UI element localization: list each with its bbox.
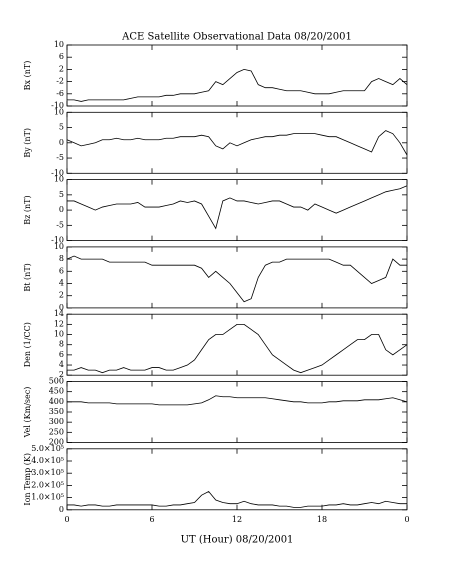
y-tick-label: 6 [59, 350, 64, 359]
panel-frame [66, 448, 408, 511]
data-line [67, 323, 408, 374]
y-tick-label: 350 [49, 407, 64, 416]
y-tick-label: 300 [49, 417, 64, 426]
y-tick-label: 0 [59, 138, 64, 147]
y-tick-label: 3.0×10⁵ [31, 468, 64, 477]
panel-frame [66, 179, 408, 242]
y-tick-label: 10 [54, 40, 64, 49]
x-tick-label: 6 [149, 515, 154, 524]
panel-frame [66, 381, 408, 443]
y-axis-label: Bz (nT) [23, 195, 32, 224]
y-axis-label: By (nT) [23, 128, 32, 158]
panel-frame [66, 111, 408, 174]
y-tick-label: 10 [54, 330, 64, 339]
y-tick-label: -5 [56, 153, 64, 162]
y-tick-label: 1.0×10⁵ [31, 493, 64, 502]
y-tick-label: 12 [54, 319, 64, 328]
y-tick-label: -10 [51, 168, 64, 177]
y-tick-label: 5 [59, 123, 64, 132]
y-tick-label: 5.0×10⁵ [31, 444, 64, 453]
y-tick-label: 450 [49, 387, 64, 396]
x-axis-label: UT (Hour) 08/20/2001 [181, 535, 294, 546]
data-line [67, 395, 408, 406]
y-axis-label: Ion Temp (K) [23, 453, 32, 506]
x-tick-label: 0 [64, 515, 69, 524]
y-axis-label: Vel (Km/sec) [23, 387, 32, 439]
y-tick-label: 14 [54, 309, 64, 318]
y-tick-label: -6 [56, 89, 64, 98]
y-tick-label: -10 [51, 236, 64, 245]
y-tick-label: 2 [59, 291, 64, 300]
y-tick-label: -2 [56, 77, 64, 86]
y-tick-label: 0 [59, 505, 64, 514]
y-tick-label: 10 [54, 242, 64, 251]
y-tick-label: -10 [51, 101, 64, 110]
y-tick-label: 6 [59, 266, 64, 275]
y-tick-label: 4.0×10⁵ [31, 456, 64, 465]
y-tick-label: -5 [56, 220, 64, 229]
data-line [66, 255, 407, 303]
y-tick-label: 6 [59, 52, 64, 61]
data-line [67, 68, 408, 102]
y-tick-label: 8 [59, 254, 64, 263]
y-axis-label: Bt (nT) [23, 263, 32, 291]
y-axis-label: Bx (nT) [23, 61, 32, 91]
y-tick-label: 8 [59, 340, 64, 349]
y-tick-label: 2.0×10⁵ [31, 480, 64, 489]
panel-frame [66, 44, 408, 107]
data-line [66, 130, 408, 156]
data-line [67, 185, 408, 230]
y-tick-label: 250 [49, 427, 64, 436]
y-tick-label: 5 [59, 190, 64, 199]
y-tick-label: 2 [59, 370, 64, 379]
panel-frame [66, 246, 408, 309]
x-tick-label: 12 [232, 515, 242, 524]
y-axis-label: Den (1/CC) [23, 322, 32, 367]
y-tick-label: 0 [59, 205, 64, 214]
x-tick-label: 18 [317, 515, 327, 524]
y-tick-label: 2 [59, 64, 64, 73]
y-tick-label: 0 [59, 303, 64, 312]
panel-frame [66, 313, 408, 376]
y-tick-label: 4 [59, 279, 64, 288]
y-tick-label: 200 [49, 438, 64, 447]
y-tick-label: 4 [59, 360, 64, 369]
y-tick-label: 500 [49, 377, 64, 386]
data-line [67, 490, 407, 508]
y-tick-label: 10 [54, 107, 64, 116]
y-tick-label: 10 [54, 175, 64, 184]
x-tick-label: 0 [404, 515, 409, 524]
chart-title: ACE Satellite Observational Data 08/20/2… [121, 32, 352, 43]
y-tick-label: 400 [49, 397, 64, 406]
